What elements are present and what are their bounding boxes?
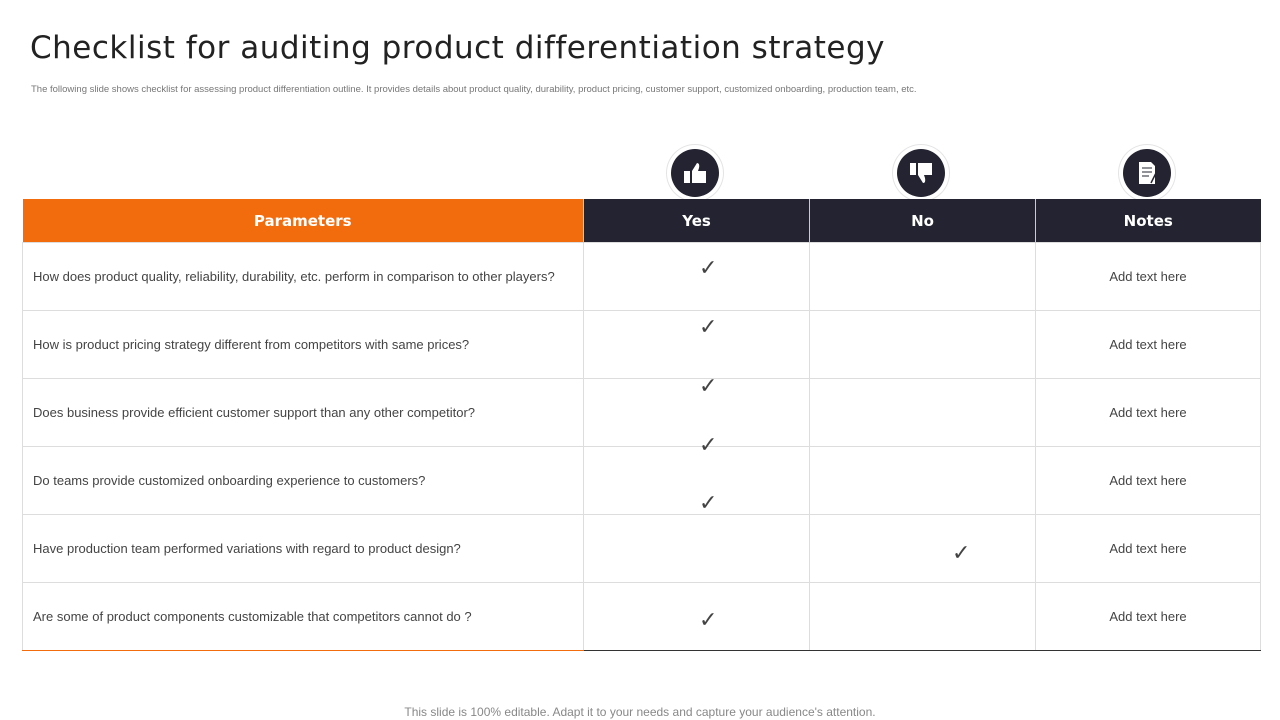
thumbs-down-icon [893, 145, 949, 201]
subtitle: The following slide shows checklist for … [31, 84, 917, 95]
no-cell [809, 310, 1036, 379]
yes-cell: ✓ [583, 373, 810, 447]
parameter-cell: How is product pricing strategy differen… [22, 310, 584, 379]
document-icon [1119, 145, 1175, 201]
check-mark-icon: ✓ [699, 255, 718, 280]
parameter-cell: Does business provide efficient customer… [22, 378, 584, 447]
yes-cell: ✓ [583, 242, 810, 311]
no-cell [809, 242, 1036, 311]
no-cell [809, 582, 1036, 651]
checklist-table: Parameters Yes No Notes How does product… [22, 199, 1261, 651]
table-row: Are some of product components customiza… [22, 582, 1261, 651]
check-mark-icon: ✓ [952, 540, 971, 565]
yes-cell: ✓ [583, 432, 810, 515]
parameter-cell: How does product quality, reliability, d… [22, 242, 584, 311]
notes-cell[interactable]: Add text here [1035, 582, 1261, 651]
notes-cell[interactable]: Add text here [1035, 446, 1261, 515]
notes-cell[interactable]: Add text here [1035, 310, 1261, 379]
no-cell [809, 446, 1036, 515]
no-cell [809, 378, 1036, 447]
yes-cell: ✓ [583, 582, 810, 651]
table-row: Does business provide efficient customer… [22, 373, 1261, 447]
check-mark-icon: ✓ [699, 373, 718, 398]
thumbs-up-icon [667, 145, 723, 201]
check-mark-icon: ✓ [699, 314, 718, 339]
footer-note: This slide is 100% editable. Adapt it to… [404, 705, 876, 719]
notes-cell[interactable]: Add text here [1035, 378, 1261, 447]
parameter-cell: Do teams provide customized onboarding e… [22, 446, 584, 515]
notes-cell[interactable]: Add text here [1035, 514, 1261, 583]
check-mark-icon: ✓ [699, 490, 718, 515]
check-mark-icon: ✓ [699, 432, 718, 457]
parameter-cell: Have production team performed variation… [22, 514, 584, 583]
table-row: Do teams provide customized onboarding e… [22, 432, 1261, 515]
yes-cell: ✓ [583, 490, 810, 583]
table-row: Have production team performed variation… [22, 490, 1261, 583]
parameter-cell: Are some of product components customiza… [22, 582, 584, 651]
header-parameters: Parameters [22, 199, 584, 243]
yes-cell: ✓ [583, 310, 810, 379]
check-mark-icon: ✓ [699, 607, 718, 632]
notes-cell[interactable]: Add text here [1035, 242, 1261, 311]
table-row: How is product pricing strategy differen… [22, 310, 1261, 379]
header-notes: Notes [1035, 199, 1261, 243]
table-row: How does product quality, reliability, d… [22, 242, 1261, 311]
header-no: No [809, 199, 1036, 243]
no-cell: ✓ [809, 514, 1036, 583]
page-title: Checklist for auditing product different… [30, 30, 885, 66]
header-yes: Yes [583, 199, 810, 243]
